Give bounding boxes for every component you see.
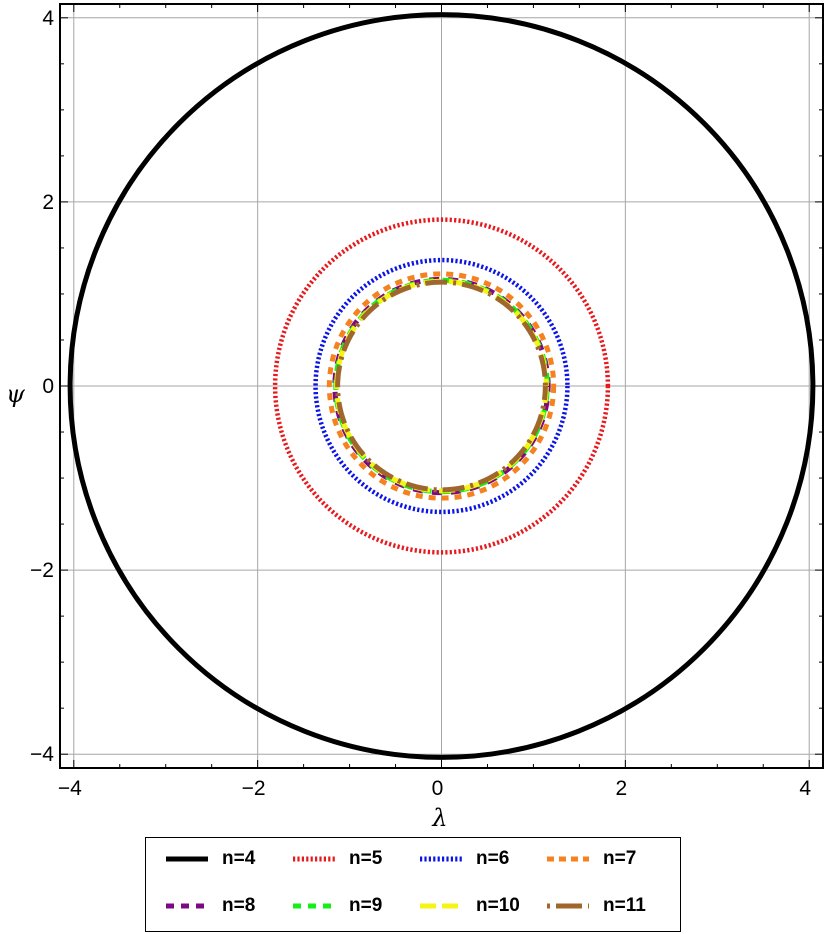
legend-item: n=10 [418, 895, 520, 917]
legend-item: n=9 [291, 895, 382, 917]
x-tick-label: 2 [616, 777, 628, 800]
legend-label: n=6 [476, 848, 510, 869]
y-tick-label: −2 [30, 559, 54, 582]
legend-item: n=11 [545, 895, 646, 917]
series-curve [313, 257, 570, 515]
y-tick-label: 2 [42, 191, 54, 214]
y-tick-label: 0 [42, 375, 54, 398]
legend-item: n=7 [545, 848, 636, 870]
curves [67, 12, 816, 760]
legend-swatch [166, 903, 208, 909]
legend-item: n=8 [164, 895, 255, 917]
x-tick-label: 4 [799, 777, 811, 800]
legend-item: n=6 [418, 848, 509, 870]
x-tick-labels: −4 −2 0 2 4 [58, 777, 812, 800]
plot-area: −4 −2 0 2 4 −4 −2 0 2 4 λ ψ [6, 3, 824, 830]
legend-swatch [547, 903, 589, 909]
y-tick-label: −4 [30, 743, 54, 766]
legend-swatch [420, 903, 462, 909]
series-curve [335, 279, 548, 493]
legend-item: n=5 [291, 848, 382, 870]
legend-swatch [166, 856, 208, 862]
x-tick-label: −4 [58, 777, 82, 800]
series-curve [326, 271, 557, 501]
legend-swatch [420, 856, 462, 862]
y-axis-label: ψ [6, 380, 26, 408]
grid [60, 4, 823, 768]
legend: n=4 n=5 n=6 n=7 n=8 n=9 n=10 n=11 [145, 837, 681, 932]
legend-swatch [547, 856, 589, 862]
x-tick-label: 0 [432, 777, 444, 800]
legend-label: n=10 [476, 895, 520, 916]
series-curve [67, 12, 816, 760]
ticks [60, 4, 823, 768]
legend-label: n=9 [349, 895, 383, 916]
x-tick-label: −2 [242, 777, 266, 800]
y-tick-label: 4 [42, 7, 54, 30]
legend-label: n=4 [222, 848, 256, 869]
legend-label: n=7 [603, 848, 637, 869]
x-axis-label: λ [431, 804, 447, 830]
legend-item: n=4 [164, 848, 255, 870]
legend-label: n=8 [222, 895, 256, 916]
legend-label: n=5 [349, 848, 383, 869]
series-curve [272, 217, 611, 555]
legend-swatch [293, 856, 335, 862]
y-tick-labels: −4 −2 0 2 4 [30, 7, 54, 766]
legend-swatch [293, 903, 335, 909]
legend-label: n=11 [603, 895, 646, 916]
